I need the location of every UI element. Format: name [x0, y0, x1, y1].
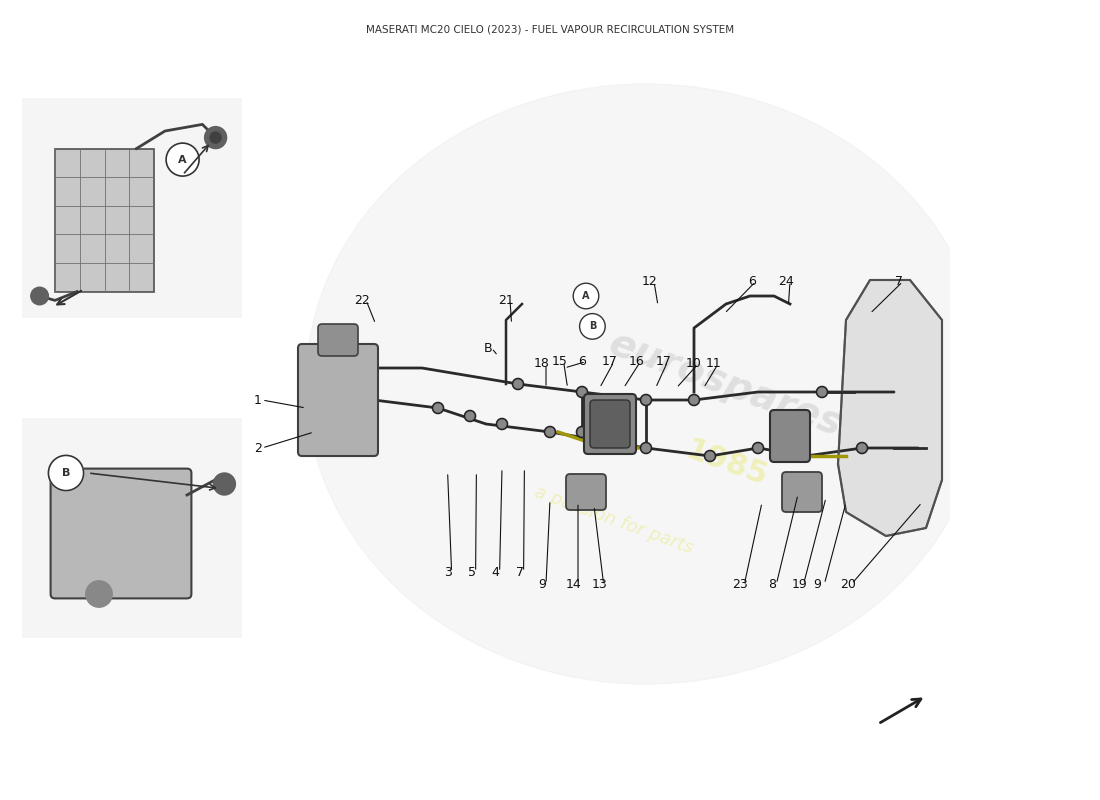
Circle shape: [213, 473, 235, 495]
Circle shape: [546, 428, 554, 436]
Ellipse shape: [306, 84, 986, 684]
Circle shape: [205, 126, 227, 149]
Circle shape: [578, 388, 586, 396]
Text: 15: 15: [552, 355, 568, 368]
Circle shape: [434, 404, 442, 412]
Circle shape: [642, 396, 650, 404]
Circle shape: [818, 388, 826, 396]
Text: A: A: [178, 154, 187, 165]
Circle shape: [514, 380, 522, 388]
Text: 9: 9: [538, 578, 546, 590]
Text: 6: 6: [748, 275, 756, 288]
Text: 22: 22: [354, 294, 370, 306]
Text: 4: 4: [492, 566, 499, 578]
Circle shape: [689, 394, 700, 406]
Circle shape: [576, 386, 587, 398]
Circle shape: [752, 442, 763, 454]
Circle shape: [166, 143, 199, 176]
Circle shape: [704, 450, 716, 462]
Circle shape: [464, 410, 475, 422]
Circle shape: [858, 444, 866, 452]
FancyBboxPatch shape: [584, 394, 636, 454]
Circle shape: [31, 287, 48, 305]
Circle shape: [48, 455, 84, 490]
Text: 3: 3: [443, 566, 451, 578]
Circle shape: [642, 444, 650, 452]
FancyBboxPatch shape: [18, 94, 246, 322]
Text: 9: 9: [814, 578, 826, 590]
Text: eurospares: eurospares: [604, 324, 848, 444]
Text: 17: 17: [656, 355, 671, 368]
FancyBboxPatch shape: [782, 472, 822, 512]
Circle shape: [690, 396, 698, 404]
Text: 6: 6: [579, 355, 586, 368]
Text: 5: 5: [468, 566, 475, 578]
Circle shape: [86, 581, 112, 607]
Text: 17: 17: [602, 355, 618, 368]
Text: B: B: [588, 322, 596, 331]
FancyBboxPatch shape: [51, 469, 191, 598]
FancyBboxPatch shape: [298, 344, 378, 456]
Circle shape: [210, 132, 221, 143]
Text: 7: 7: [516, 566, 524, 578]
Circle shape: [640, 442, 651, 454]
Text: MASERATI MC20 CIELO (2023) - FUEL VAPOUR RECIRCULATION SYSTEM: MASERATI MC20 CIELO (2023) - FUEL VAPOUR…: [366, 24, 734, 34]
Polygon shape: [838, 280, 942, 536]
Text: 18: 18: [535, 358, 550, 370]
Circle shape: [706, 452, 714, 460]
Text: 13: 13: [592, 578, 607, 590]
Text: 11: 11: [706, 358, 722, 370]
Text: 10: 10: [686, 358, 702, 370]
FancyBboxPatch shape: [318, 324, 358, 356]
FancyBboxPatch shape: [770, 410, 810, 462]
Text: 1985: 1985: [681, 436, 771, 492]
Text: 20: 20: [839, 578, 856, 590]
Text: B: B: [483, 342, 492, 354]
Text: 8: 8: [769, 578, 777, 590]
Circle shape: [594, 436, 602, 444]
FancyBboxPatch shape: [590, 400, 630, 448]
Text: B: B: [62, 468, 70, 478]
Text: 23: 23: [733, 578, 748, 590]
Text: 21: 21: [498, 294, 514, 306]
Text: 7: 7: [894, 275, 903, 288]
Circle shape: [640, 394, 651, 406]
FancyBboxPatch shape: [566, 474, 606, 510]
Text: 1: 1: [254, 394, 262, 406]
Text: 2: 2: [254, 442, 262, 454]
Circle shape: [580, 314, 605, 339]
Circle shape: [593, 434, 604, 446]
Text: 16: 16: [628, 355, 645, 368]
Circle shape: [573, 283, 598, 309]
Circle shape: [754, 444, 762, 452]
Bar: [55, 149, 154, 292]
FancyBboxPatch shape: [18, 414, 246, 642]
Circle shape: [496, 418, 507, 430]
Text: 14: 14: [566, 578, 582, 590]
Text: A: A: [582, 291, 590, 301]
Circle shape: [544, 426, 556, 438]
Circle shape: [513, 378, 524, 390]
Text: 19: 19: [792, 578, 807, 590]
Circle shape: [498, 420, 506, 428]
Circle shape: [578, 428, 586, 436]
Text: 24: 24: [778, 275, 794, 288]
Circle shape: [466, 412, 474, 420]
Circle shape: [576, 426, 587, 438]
Text: a passion for parts: a passion for parts: [532, 483, 696, 557]
Circle shape: [432, 402, 443, 414]
Circle shape: [857, 442, 868, 454]
Circle shape: [816, 386, 827, 398]
Text: 12: 12: [642, 275, 658, 288]
